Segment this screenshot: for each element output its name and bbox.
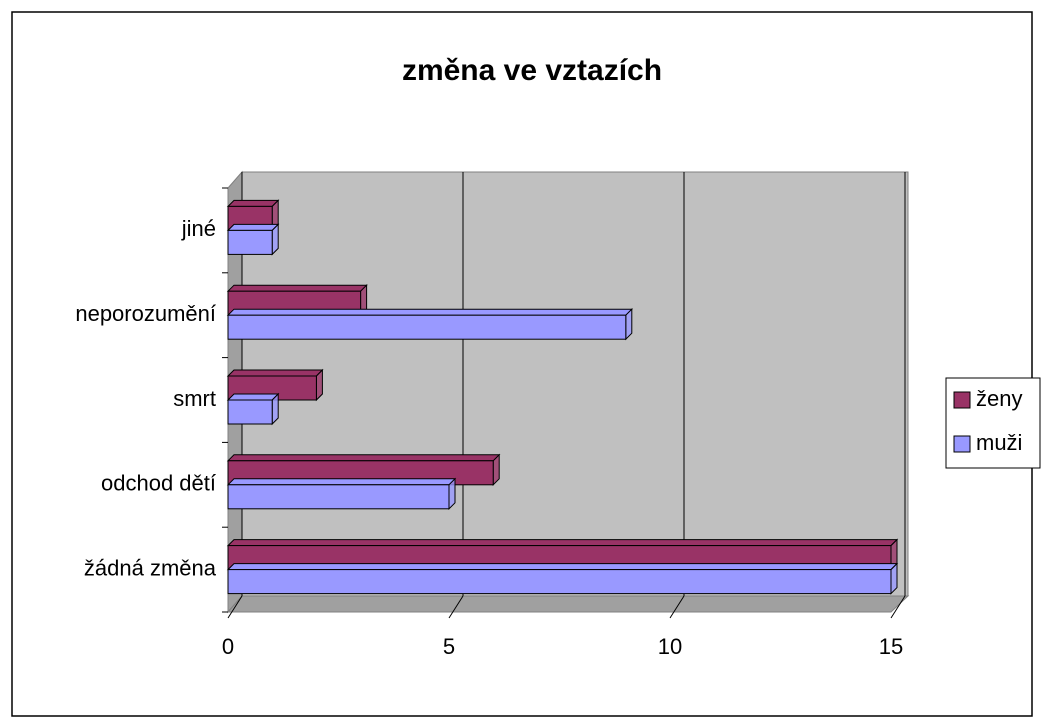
bar	[226, 223, 280, 256]
bar-front	[227, 569, 892, 595]
bar-front	[227, 314, 627, 340]
bar-top	[226, 223, 280, 231]
x-tick-label: 10	[658, 634, 682, 659]
bar-top	[226, 199, 280, 207]
x-tick-label: 0	[222, 634, 234, 659]
bar-front	[227, 484, 450, 510]
bar-top	[226, 308, 634, 316]
floor	[226, 595, 910, 613]
legend-swatch	[953, 391, 971, 409]
y-tick-label: neporozumění	[75, 301, 216, 326]
bar-top	[226, 539, 899, 547]
y-tick-label: žádná změna	[84, 555, 217, 580]
bar	[226, 307, 634, 341]
bar-top	[226, 478, 457, 486]
bar-side	[271, 392, 279, 426]
x-tick	[448, 595, 464, 619]
bar-side	[625, 307, 633, 341]
y-tick-label: jiné	[181, 216, 216, 241]
legend-label: muži	[976, 430, 1022, 455]
bar	[226, 562, 899, 595]
y-tick-label: odchod dětí	[101, 471, 216, 496]
bar-side	[890, 562, 898, 595]
bar-front	[227, 399, 273, 425]
y-tick-label: smrt	[173, 386, 216, 411]
x-tick-label: 5	[443, 634, 455, 659]
x-tick-label: 15	[879, 634, 903, 659]
bar-top	[226, 393, 280, 401]
x-tick	[227, 595, 243, 619]
bar-side	[492, 453, 500, 487]
x-tick	[890, 595, 906, 619]
bar	[226, 392, 280, 426]
bar-side	[271, 223, 279, 256]
x-tick	[669, 595, 685, 619]
bar	[226, 477, 457, 511]
chart-title: změna ve vztazích	[402, 54, 662, 87]
bar-top	[226, 369, 324, 377]
bar-top	[226, 284, 368, 292]
legend-swatch	[953, 435, 971, 453]
bar-top	[226, 454, 501, 462]
bar-side	[315, 368, 323, 402]
bar-top	[226, 563, 899, 571]
legend-label: ženy	[976, 386, 1022, 411]
bar-front	[227, 229, 273, 255]
bar-side	[448, 477, 456, 511]
back-wall	[241, 171, 909, 597]
